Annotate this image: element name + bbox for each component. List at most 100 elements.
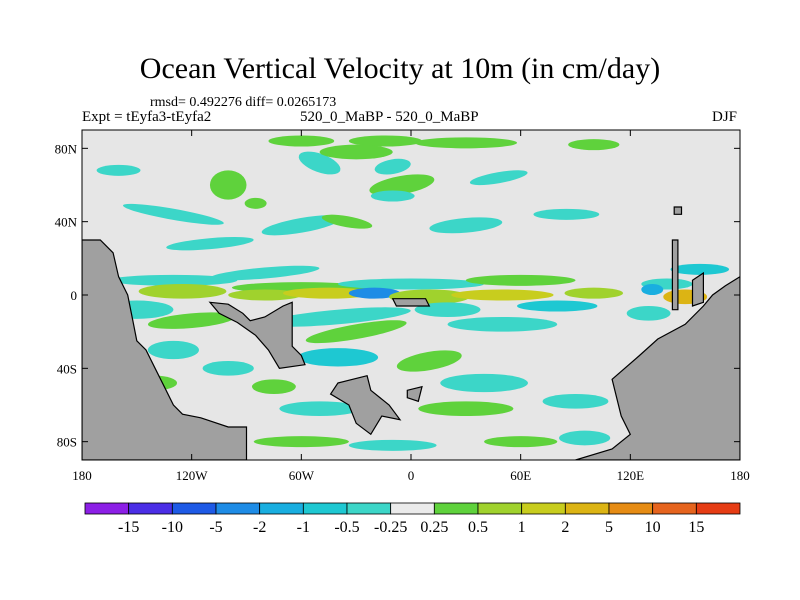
colorbar-label-7: 0.25: [420, 519, 448, 536]
field-layer: [82, 135, 740, 460]
colorbar-box-5: [302, 502, 348, 515]
value-blob-23: [337, 278, 485, 290]
value-blob-32: [564, 287, 624, 299]
value-blob-0: [348, 135, 422, 147]
colorbar-box-9: [477, 502, 523, 515]
colorbar-label-12: 10: [645, 519, 661, 536]
value-blob-18: [533, 208, 600, 220]
land-region-8: [673, 206, 683, 215]
value-blob-8: [369, 174, 435, 196]
value-blob-54: [348, 439, 437, 451]
colorbar-box-2: [171, 502, 217, 515]
colorbar-label-10: 2: [561, 519, 569, 536]
colorbar-box-6: [346, 502, 392, 515]
value-blob-55: [484, 436, 558, 448]
value-blob-2: [268, 135, 335, 147]
value-blob-38: [517, 300, 598, 312]
value-blob-5: [298, 151, 341, 175]
value-blob-45: [396, 350, 462, 372]
land-region-5: [575, 275, 740, 460]
colorbar-label-9: 1: [518, 519, 526, 536]
value-blob-15: [321, 214, 373, 229]
value-blob-11: [96, 164, 141, 176]
value-blob-36: [265, 307, 411, 327]
value-blob-6: [319, 144, 393, 160]
y-tick-label-0: 80N: [55, 141, 78, 156]
experiment-label: Expt = tEyfa3-tEyfa2: [82, 109, 212, 125]
land-region-2: [329, 374, 402, 436]
land-region-1: [208, 301, 306, 369]
colorbar-box-10: [521, 502, 566, 515]
colorbar-label-4: -1: [297, 519, 310, 536]
colorbar-box-1: [128, 502, 173, 515]
x-tick-label-1: 120W: [176, 468, 209, 483]
period-label: 520_0_MaBP - 520_0_MaBP: [300, 109, 479, 125]
value-blob-48: [251, 379, 296, 394]
value-blob-51: [418, 401, 514, 416]
value-blob-20: [109, 274, 238, 286]
value-blob-28: [283, 287, 375, 299]
value-blob-42: [447, 317, 558, 332]
chart-title: Ocean Vertical Velocity at 10m (in cm/da…: [139, 52, 661, 85]
value-blob-52: [542, 394, 609, 409]
value-blob-12: [122, 203, 224, 225]
value-blob-16: [370, 190, 415, 202]
colorbar-box-13: [652, 502, 697, 515]
colorbar-label-0: -15: [118, 519, 139, 536]
value-blob-49: [279, 401, 360, 416]
value-blob-27: [228, 289, 302, 301]
land-region-4: [391, 298, 431, 307]
colorbar-label-3: -2: [253, 519, 266, 536]
stats-line: rmsd= 0.492276 diff= 0.0265173: [150, 95, 337, 110]
colorbar-box-0: [84, 502, 130, 515]
value-blob-34: [641, 284, 664, 295]
colorbar-label-13: 15: [688, 519, 704, 536]
value-blob-21: [210, 265, 320, 281]
value-blob-50: [440, 373, 528, 393]
value-blob-3: [209, 170, 247, 200]
land-region-3: [406, 385, 423, 403]
colorbar-label-6: -0.25: [374, 519, 407, 536]
colorbar-box-14: [695, 502, 741, 515]
colorbar-box-11: [564, 502, 610, 515]
value-blob-47: [202, 361, 254, 376]
value-blob-37: [414, 302, 481, 317]
value-blob-29: [348, 287, 401, 299]
y-tick-label-3: 40S: [57, 361, 77, 376]
value-blob-17: [429, 217, 503, 234]
colorbar-label-11: 5: [605, 519, 613, 536]
value-blob-24: [465, 274, 576, 286]
value-blob-13: [166, 236, 254, 251]
y-tick-label-2: 0: [71, 288, 78, 303]
colorbar-label-2: -5: [209, 519, 222, 536]
colorbar-box-8: [433, 502, 479, 515]
value-blob-19: [670, 263, 730, 275]
value-blob-43: [147, 340, 199, 360]
x-tick-label-4: 60E: [510, 468, 531, 483]
value-blob-1: [414, 137, 518, 149]
colorbar-label-5: -0.5: [334, 519, 359, 536]
y-tick-label-4: 80S: [57, 435, 77, 450]
value-blob-14: [261, 215, 341, 236]
colorbar-box-3: [215, 502, 261, 515]
x-tick-label-5: 120E: [617, 468, 645, 483]
value-blob-26: [138, 284, 227, 299]
colorbar-label-1: -10: [162, 519, 183, 536]
value-blob-39: [626, 306, 671, 321]
y-tick-label-1: 40N: [55, 215, 78, 230]
value-blob-41: [305, 320, 407, 344]
x-tick-label-6: 180: [730, 468, 750, 483]
season-label: DJF: [712, 109, 738, 125]
colorbar-box-12: [608, 502, 654, 515]
x-tick-label-3: 0: [408, 468, 415, 483]
x-tick-label-0: 180: [72, 468, 92, 483]
value-blob-44: [297, 348, 379, 367]
colorbar-box-7: [390, 502, 435, 515]
value-blob-10: [568, 139, 620, 151]
land-region-0: [82, 239, 248, 460]
value-blob-4: [244, 197, 267, 209]
value-blob-53: [253, 436, 349, 448]
colorbar-box-4: [259, 502, 304, 515]
value-blob-31: [451, 289, 554, 301]
